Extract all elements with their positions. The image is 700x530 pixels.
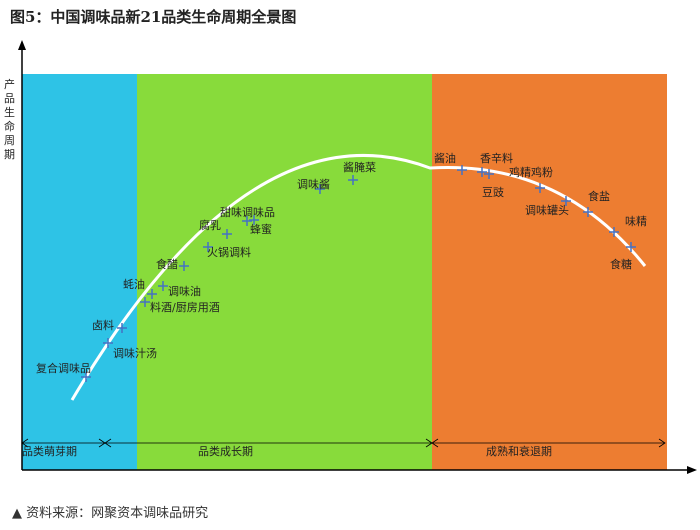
data-point-marker — [315, 184, 325, 194]
source-note: ▲ 资料来源：网聚资本调味品研究 — [12, 506, 209, 521]
stage-arrowhead — [104, 438, 112, 448]
data-point-marker — [222, 229, 232, 239]
data-point-label: 调味汁汤 — [113, 346, 157, 360]
data-point-marker — [249, 215, 259, 225]
data-point-label: 蚝油 — [123, 277, 145, 291]
data-point-marker — [242, 216, 252, 226]
data-point-label: 酱腌菜 — [343, 160, 376, 174]
y-axis-label: 产品生命周期 — [4, 78, 15, 161]
data-point-label: 调味罐头 — [525, 204, 569, 217]
data-point-marker — [158, 281, 168, 291]
data-point-marker — [203, 242, 213, 252]
data-point-marker — [609, 227, 619, 237]
data-point-label: 腐乳 — [199, 218, 221, 232]
data-point-label: 豆豉 — [482, 186, 504, 199]
stage-arrowhead — [431, 438, 439, 448]
data-point-marker — [561, 196, 571, 206]
x-axis-arrow — [687, 466, 697, 474]
stage-arrowhead — [658, 438, 666, 448]
data-point-label: 食醋 — [156, 257, 178, 271]
data-point-label: 卤料 — [92, 318, 114, 332]
stage-label: 品类成长期 — [198, 444, 253, 458]
data-point-marker — [147, 289, 157, 299]
data-point-marker — [117, 323, 127, 333]
figure-title: 图5：中国调味品新21品类生命周期全景图 — [10, 8, 297, 26]
data-point-marker — [583, 207, 593, 217]
y-axis-arrow — [18, 40, 26, 50]
data-point-marker — [348, 175, 358, 185]
data-point-label: 调味酱 — [297, 177, 330, 191]
data-point-label: 食盐 — [588, 189, 610, 203]
data-point-marker — [457, 165, 467, 175]
data-point-label: 香辛料 — [480, 151, 513, 165]
stage-arrowhead — [21, 438, 29, 448]
data-point-marker — [81, 372, 91, 382]
data-point-marker — [626, 242, 636, 252]
data-point-label: 味精 — [625, 215, 647, 228]
data-point-label: 调味油 — [168, 284, 201, 298]
data-point-marker — [140, 297, 150, 307]
lifecycle-curve — [70, 153, 647, 401]
stage-region-embryonic — [22, 74, 137, 470]
data-point-label: 火锅调料 — [207, 245, 251, 259]
data-point-label: 食糖 — [610, 257, 632, 271]
data-point-label: 料酒/厨房用酒 — [150, 300, 220, 314]
stage-region-growth — [137, 74, 432, 470]
data-point-marker — [484, 169, 494, 179]
data-point-label: 鸡精鸡粉 — [509, 165, 553, 179]
data-point-label: 甜味调味品 — [220, 206, 275, 219]
stage-label: 品类萌芽期 — [22, 444, 77, 458]
stage-region-mature — [432, 74, 667, 470]
data-point-label: 复合调味品 — [36, 361, 91, 375]
data-point-marker — [103, 338, 113, 348]
data-point-marker — [179, 261, 189, 271]
data-point-label: 酱油 — [434, 151, 456, 165]
data-point-label: 蜂蜜 — [250, 222, 272, 236]
data-point-marker — [477, 167, 487, 177]
data-point-marker — [535, 183, 545, 193]
stage-label: 成熟和衰退期 — [486, 444, 552, 458]
